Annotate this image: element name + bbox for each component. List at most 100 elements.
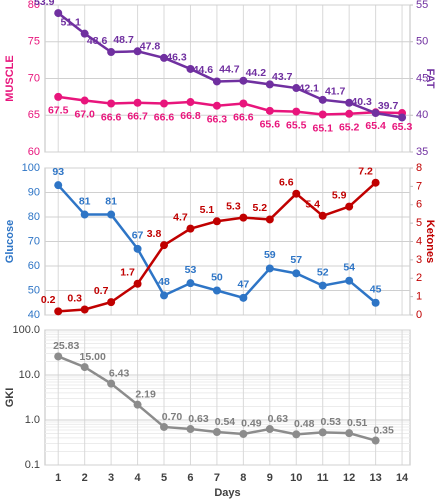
data-point (186, 279, 195, 288)
data-point (239, 429, 248, 438)
data-point (371, 298, 380, 307)
value-label: 0.51 (347, 417, 368, 429)
value-label: 0.49 (241, 418, 262, 430)
y-tick-label: 0.1 (25, 459, 40, 471)
y-tick-label: 40 (28, 309, 40, 321)
data-point (318, 95, 327, 104)
data-point (318, 428, 327, 437)
x-tick-label: 7 (214, 472, 220, 484)
data-point (212, 428, 221, 437)
data-point (398, 113, 407, 122)
data-point (107, 379, 116, 388)
value-label: 0.53 (320, 416, 341, 428)
x-tick-label: 10 (290, 472, 302, 484)
y-tick-label: 100 (22, 162, 40, 174)
data-point (107, 298, 116, 307)
y-tick-label: 100.0 (12, 324, 40, 336)
data-point (292, 189, 301, 198)
data-point (292, 84, 301, 93)
value-label: 6.43 (109, 367, 130, 379)
data-point (54, 307, 63, 316)
data-point (239, 76, 248, 85)
y2-tick-label: 35 (416, 146, 428, 158)
x-tick-label: 5 (161, 472, 167, 484)
data-point (265, 425, 274, 434)
data-point (265, 80, 274, 89)
data-point (80, 29, 89, 38)
value-label: 5.2 (253, 202, 268, 214)
value-label: 54 (343, 261, 355, 273)
value-label: 50 (211, 271, 223, 283)
y2-tick-label: 55 (416, 0, 428, 11)
value-label: 0.7 (94, 285, 109, 297)
y2-tick-label: 40 (416, 109, 428, 121)
y-tick-label: 70 (28, 235, 40, 247)
data-point (186, 224, 195, 233)
y-tick-label: 90 (28, 186, 40, 198)
y2-tick-label: 5 (416, 217, 422, 229)
y-tick-label: 80 (28, 0, 40, 11)
data-point (265, 264, 274, 273)
y2-tick-label: 2 (416, 272, 422, 284)
data-point (318, 281, 327, 290)
value-label: 48.7 (113, 34, 134, 46)
value-label: 0.3 (67, 292, 82, 304)
data-point (80, 96, 89, 105)
data-point (212, 101, 221, 110)
data-point (292, 430, 301, 439)
y2-axis-label: FAT (424, 69, 436, 89)
data-point (133, 47, 142, 56)
x-tick-label: 8 (240, 472, 246, 484)
data-point (107, 48, 116, 57)
x-tick-label: 2 (82, 472, 88, 484)
value-label: 0.54 (215, 416, 236, 428)
value-label: 66.8 (180, 110, 201, 122)
value-label: 47 (238, 279, 250, 291)
y-axis-label: Glucose (4, 220, 16, 263)
data-point (318, 211, 327, 220)
data-point (160, 53, 169, 62)
y-axis-label: MUSCLE (4, 55, 16, 101)
value-label: 3.8 (147, 228, 162, 240)
x-tick-label: 13 (369, 472, 381, 484)
data-point (133, 244, 142, 253)
y-tick-label: 50 (28, 284, 40, 296)
value-label: 5.4 (305, 199, 320, 211)
value-label: 57 (290, 254, 302, 266)
data-point (107, 210, 116, 219)
value-label: 5.1 (200, 204, 215, 216)
value-label: 67.0 (74, 108, 95, 120)
value-label: 40.3 (351, 96, 372, 108)
value-label: 48.6 (87, 35, 108, 47)
x-tick-label: 14 (396, 472, 409, 484)
data-point (292, 107, 301, 116)
value-label: 65.3 (392, 121, 413, 133)
data-point (239, 99, 248, 108)
value-label: 66.6 (154, 111, 175, 123)
value-label: 65.2 (339, 122, 360, 134)
x-axis-label: Days (214, 487, 240, 499)
value-label: 39.7 (378, 100, 399, 112)
series-line (58, 95, 403, 116)
data-point (212, 286, 221, 295)
value-label: 67 (132, 230, 144, 242)
y-tick-label: 60 (28, 146, 40, 158)
value-label: 0.2 (41, 294, 56, 306)
y-tick-label: 10.0 (19, 369, 40, 381)
data-point (186, 64, 195, 73)
y-tick-label: 75 (28, 36, 40, 48)
value-label: 7.2 (358, 165, 373, 177)
data-point (292, 269, 301, 278)
data-point (54, 352, 63, 361)
value-label: 44.6 (193, 64, 214, 76)
y2-tick-label: 45 (416, 72, 428, 84)
value-label: 65.6 (260, 119, 281, 131)
y2-axis-label: Ketones (424, 220, 436, 263)
value-label: 0.63 (268, 413, 289, 425)
data-point (345, 98, 354, 107)
data-point (133, 279, 142, 288)
data-point (212, 217, 221, 226)
value-label: 48 (158, 276, 170, 288)
data-point (160, 291, 169, 300)
data-point (80, 363, 89, 372)
